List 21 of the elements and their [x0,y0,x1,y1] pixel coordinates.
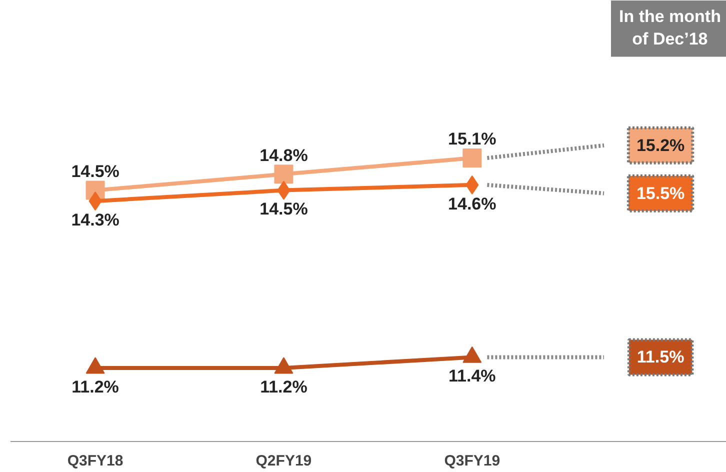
x-tick-label: Q2FY19 [256,452,312,470]
point [462,148,482,168]
data-label: 14.3% [71,210,120,230]
point [274,164,294,184]
text: 15.5% [636,184,685,203]
point [274,357,294,374]
data-label: 14.5% [260,200,308,219]
text: 15.2% [636,136,685,155]
data-label: 15.1% [448,130,496,149]
x-tick-label: Q3FY18 [67,452,124,470]
text: In the month of Dec’18 [618,6,721,49]
point [86,357,105,374]
point [462,346,482,363]
data-label: 14.6% [448,194,496,214]
data-label: 11.2% [72,377,119,396]
data-label: 11.4% [448,366,496,386]
x-tick-label: Q3FY19 [444,452,500,470]
text: 11.5% [636,348,684,367]
data-label: 11.2% [260,377,308,396]
data-label: 14.8% [260,146,308,165]
data-label: 14.5% [71,162,120,181]
